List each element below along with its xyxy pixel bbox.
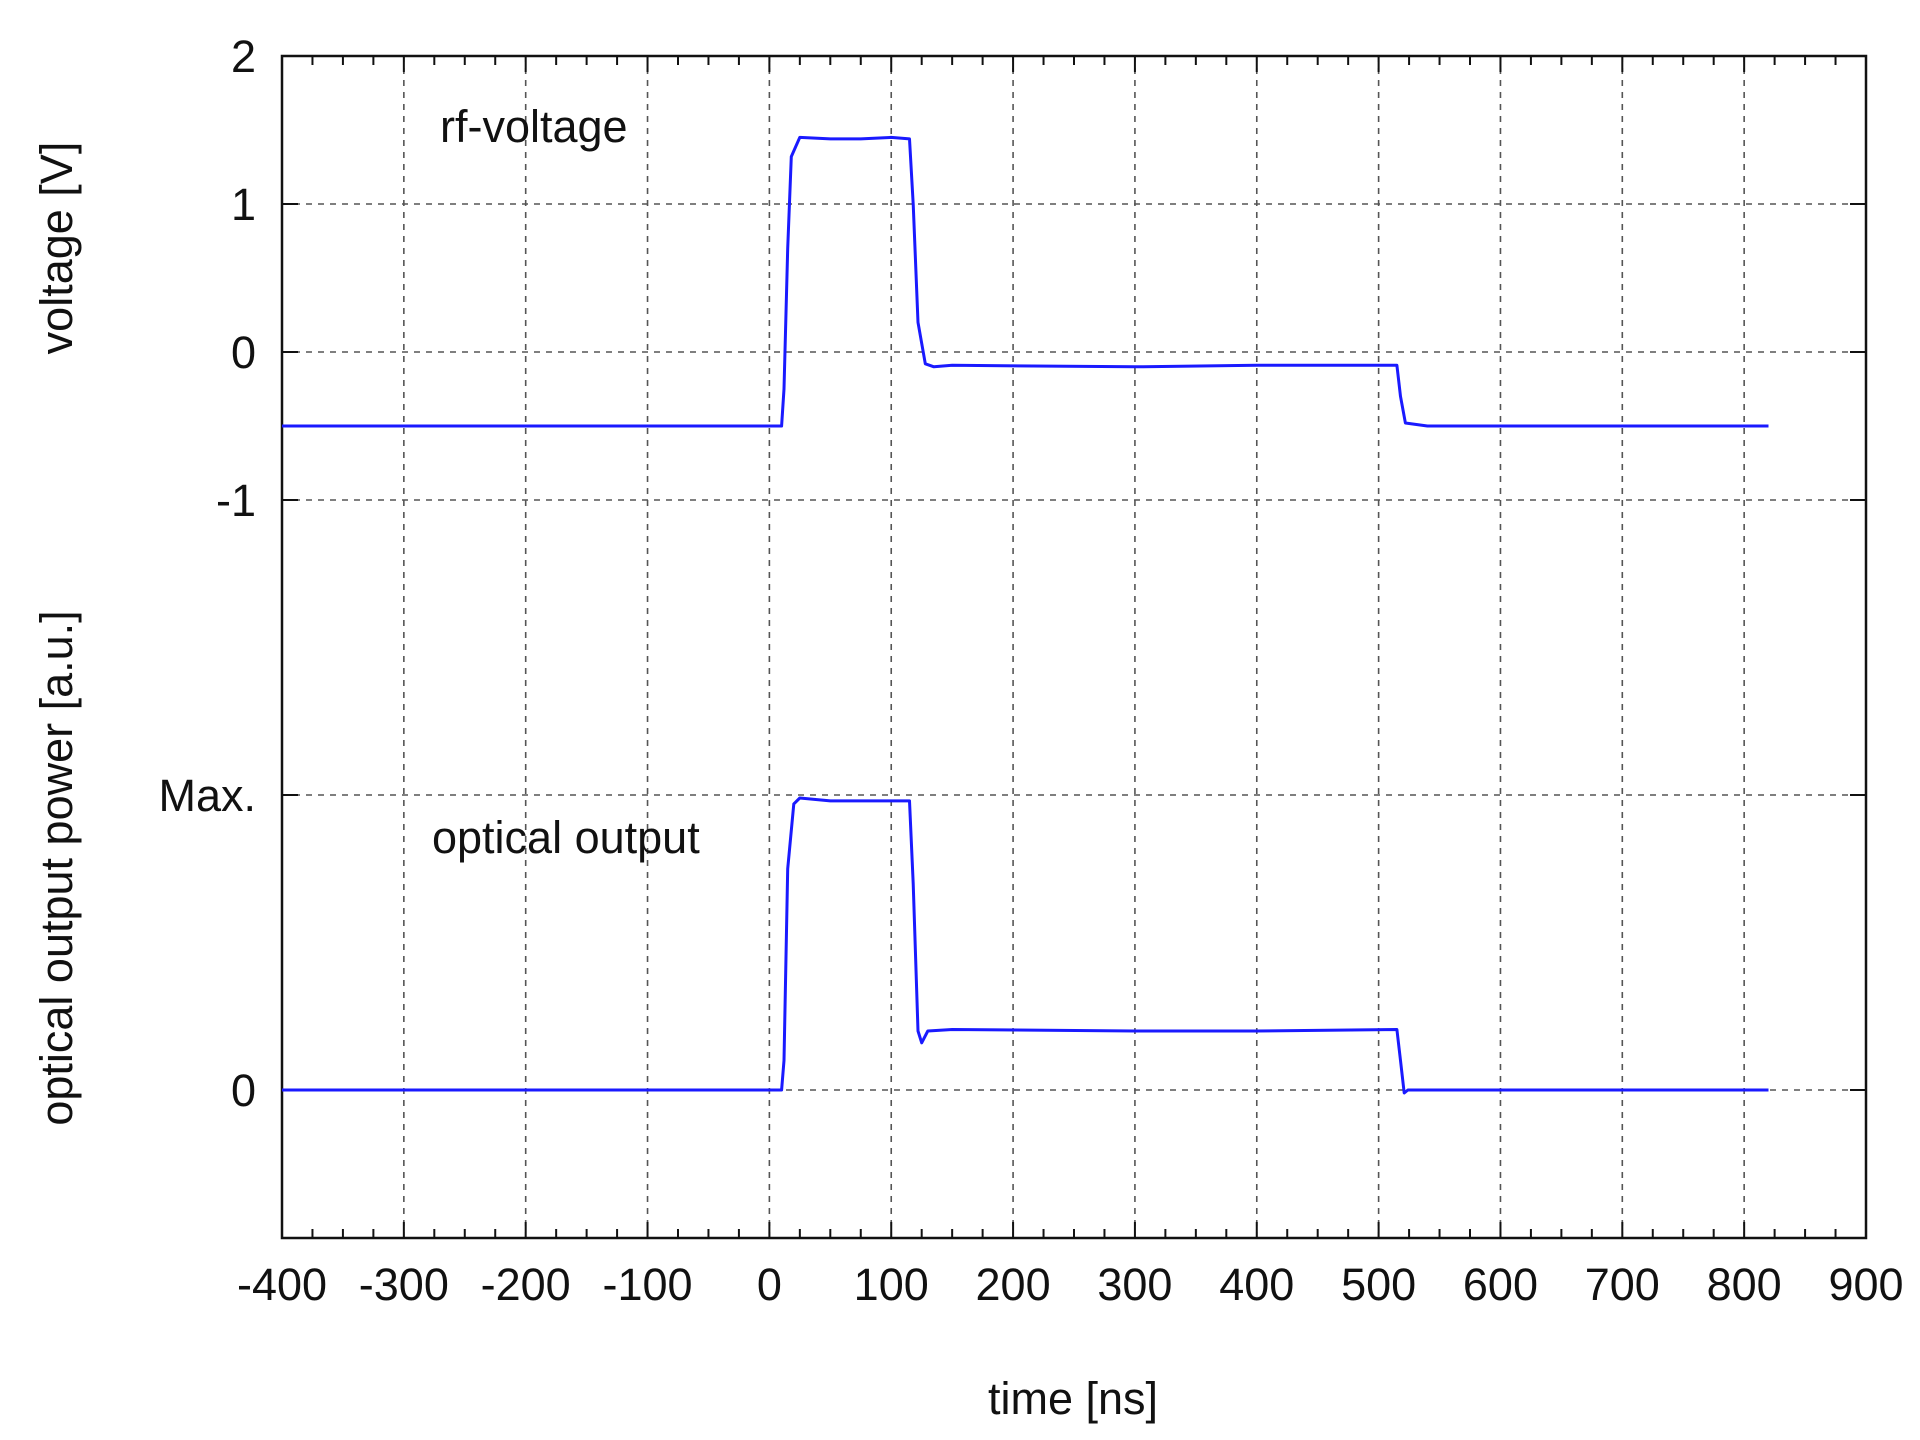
plot-border	[280, 54, 1868, 1240]
x-tick-label: -200	[481, 1259, 571, 1310]
y-tick-label-optical: Max.	[158, 770, 256, 821]
axis-ticks	[281, 55, 1867, 1238]
y-axis-title-optical: optical output power [a.u.]	[31, 610, 82, 1125]
y-tick-label-voltage: 1	[231, 179, 256, 230]
series-line-optical-output	[282, 796, 1769, 1095]
series-group	[282, 135, 1769, 1095]
y-tick-label-voltage: 2	[231, 31, 256, 82]
annotation-optical-output: optical output	[432, 812, 700, 863]
x-tick-label: -100	[602, 1259, 692, 1310]
y-tick-label-voltage: 0	[231, 327, 256, 378]
x-tick-label: 400	[1219, 1259, 1294, 1310]
plot-frame	[280, 54, 1868, 1240]
x-tick-label: 0	[757, 1259, 782, 1310]
x-tick-label: 800	[1707, 1259, 1782, 1310]
x-tick-label: 100	[854, 1259, 929, 1310]
x-tick-label: -400	[237, 1259, 327, 1310]
x-tick-label: 300	[1097, 1259, 1172, 1310]
grid	[282, 56, 1866, 1238]
y-tick-label-voltage: -1	[216, 475, 256, 526]
y-axis-title-voltage: voltage [V]	[31, 142, 82, 355]
series-line-rf-voltage	[282, 135, 1769, 428]
tick-labels: -400 -300 -200 -100 0 100 200 300 400 500 600 700 80…	[158, 31, 1903, 1310]
x-tick-label: -300	[359, 1259, 449, 1310]
annotation-rf-voltage: rf-voltage	[440, 101, 628, 152]
x-tick-label: 500	[1341, 1259, 1416, 1310]
x-axis-title: time [ns]	[988, 1373, 1158, 1424]
y-tick-label-optical: 0	[231, 1065, 256, 1116]
x-tick-label: 900	[1828, 1259, 1903, 1310]
x-tick-label: 200	[976, 1259, 1051, 1310]
x-tick-label: 600	[1463, 1259, 1538, 1310]
x-tick-label: 700	[1585, 1259, 1660, 1310]
